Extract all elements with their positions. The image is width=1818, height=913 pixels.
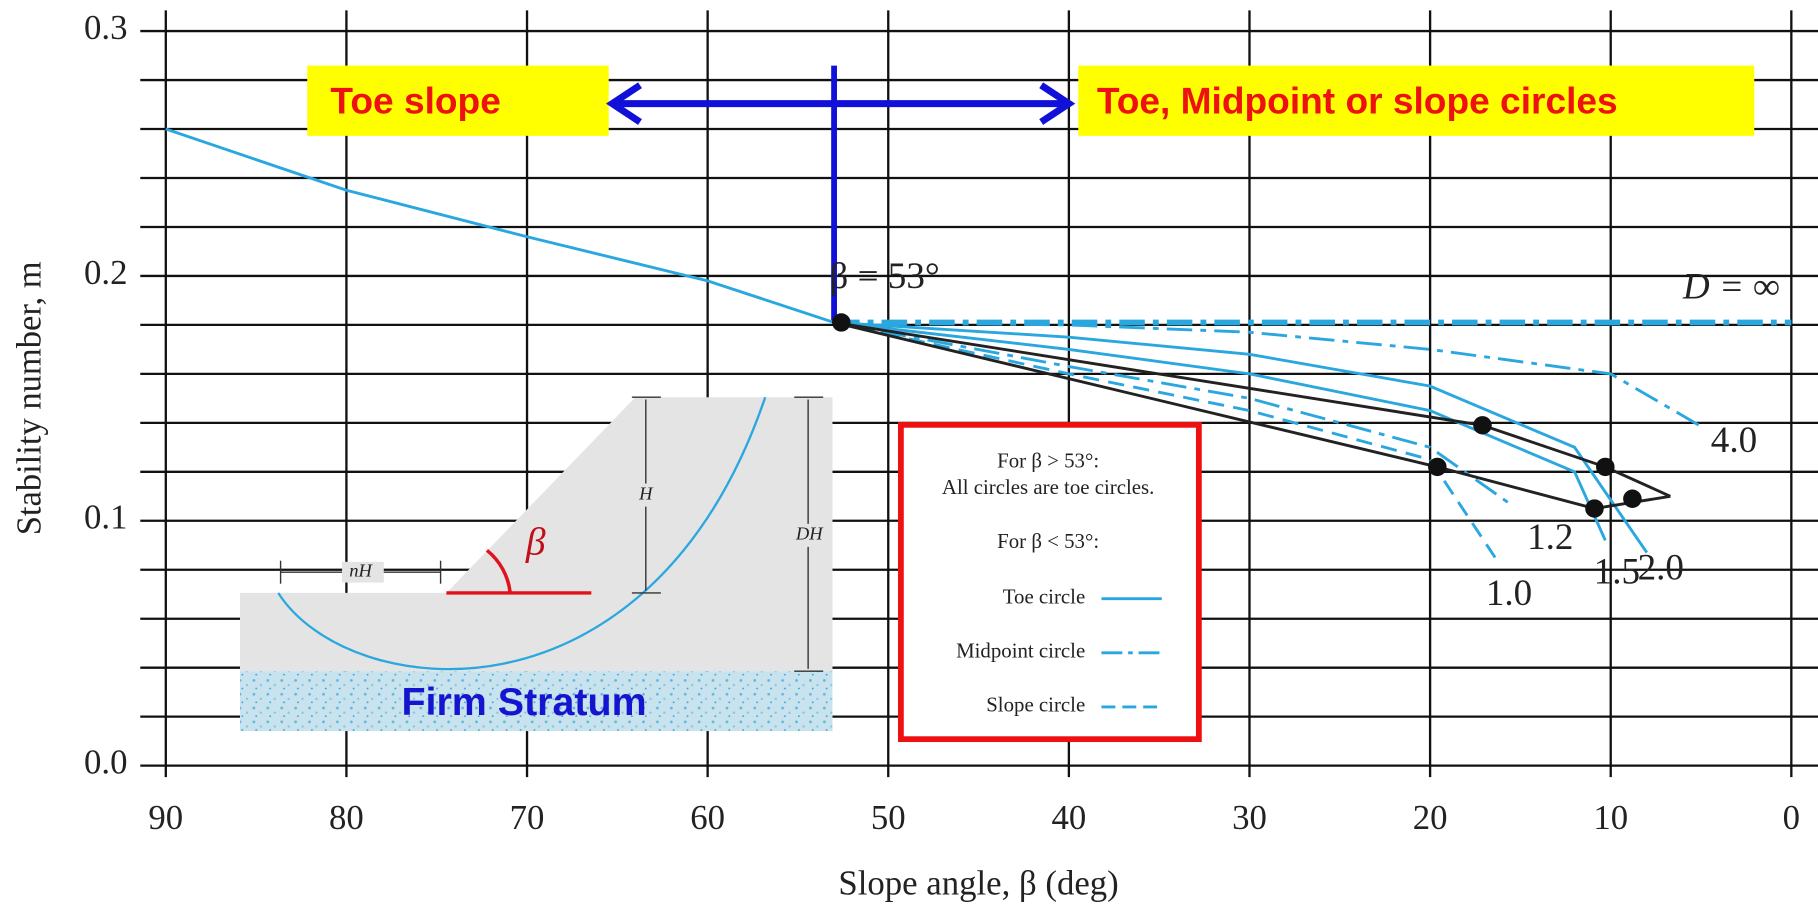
series-line — [833, 321, 1607, 541]
series-label: 1.0 — [1486, 572, 1532, 613]
series-line — [834, 321, 1700, 427]
x-tick-label: 60 — [690, 799, 725, 837]
x-tick-label: 50 — [871, 799, 906, 837]
x-tick-label: 0 — [1783, 799, 1800, 837]
x-tick-label: 20 — [1413, 799, 1448, 837]
series-line — [833, 321, 1497, 559]
series-line — [833, 321, 1649, 554]
x-tick-label: 40 — [1051, 799, 1086, 837]
series-line — [833, 321, 1671, 498]
DH-label: DH — [795, 524, 824, 544]
series-line — [833, 321, 1515, 508]
slope-body — [240, 397, 833, 672]
series-label: D = ∞ — [1682, 266, 1780, 307]
y-tick-label: 0.3 — [84, 9, 127, 47]
series-label: 2.0 — [1638, 547, 1684, 588]
firm-stratum — [240, 671, 833, 732]
point — [1596, 457, 1615, 477]
point — [1428, 457, 1447, 477]
point — [1623, 489, 1642, 508]
legend: For β > 53°: All circles are toe circles… — [897, 421, 1202, 743]
legend-line: For β < 53°: — [997, 530, 1099, 553]
series-line — [165, 127, 835, 324]
point — [832, 313, 851, 332]
threshold-label: β = 53° — [829, 255, 939, 296]
angle-label: β — [525, 521, 546, 564]
legend-line: All circles are toe circles. — [942, 476, 1154, 499]
point — [1585, 499, 1604, 518]
series-label: 4.0 — [1711, 419, 1757, 460]
annotation-left: Toe slope — [330, 80, 500, 121]
y-tick-label: 0.1 — [84, 499, 127, 537]
x-tick-label: 80 — [329, 799, 364, 837]
x-tick-label: 70 — [510, 799, 545, 837]
x-tick-label: 30 — [1232, 799, 1267, 837]
series-label: 1.2 — [1527, 516, 1573, 557]
legend-label: Toe circle — [1003, 586, 1085, 609]
annotation-box — [307, 65, 609, 136]
stratum-label: Firm Stratum — [401, 680, 646, 724]
series-label: 1.5 — [1594, 550, 1640, 591]
legend-line: For β > 53°: — [997, 450, 1099, 473]
annotation-box — [1078, 65, 1755, 136]
angle-arc — [485, 548, 512, 594]
y-tick-label: 0.0 — [84, 744, 127, 782]
x-tick-label: 90 — [148, 799, 183, 837]
legend-label: Slope circle — [986, 694, 1085, 717]
slip-circle — [277, 396, 767, 671]
slope-diagram: nH H DH β Firm Stratum — [240, 396, 833, 732]
double-arrow — [605, 82, 1076, 125]
nH-label: nH — [349, 560, 373, 580]
x-tick-label: 10 — [1593, 799, 1628, 837]
x-axis-title: Slope angle, β (deg) — [838, 865, 1118, 903]
H-label: H — [638, 483, 654, 503]
y-axis-title: Stability number, m — [10, 261, 48, 535]
legend-frame — [897, 421, 1202, 743]
legend-label: Midpoint circle — [956, 640, 1085, 663]
point — [1473, 416, 1492, 435]
y-tick-label: 0.2 — [84, 254, 127, 292]
annotation-right: Toe, Midpoint or slope circles — [1097, 80, 1618, 121]
